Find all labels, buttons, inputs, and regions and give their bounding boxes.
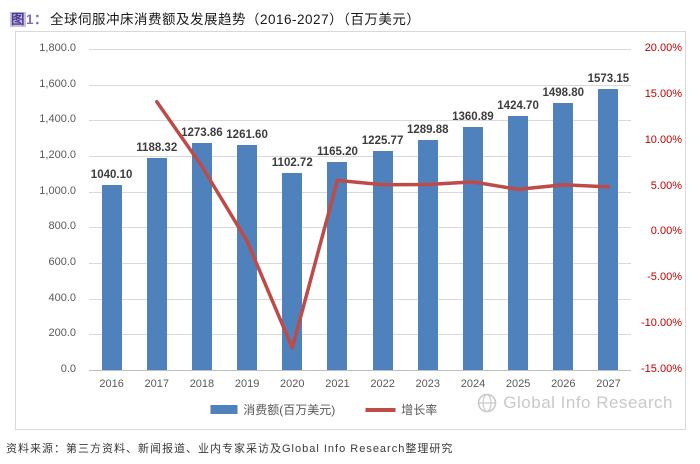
gridline xyxy=(89,156,631,157)
watermark-text: Global Info Research xyxy=(503,393,673,412)
consumption-bar xyxy=(462,127,483,370)
consumption-bar xyxy=(282,173,303,370)
gridline xyxy=(89,298,631,300)
x-axis-label: 2024 xyxy=(460,378,486,390)
bar-value-label: 1498.80 xyxy=(542,86,585,99)
bar-value-label: 1165.20 xyxy=(316,146,358,159)
y-axis-tick-label: 1,600.0 xyxy=(39,77,76,90)
consumption-bar xyxy=(598,89,619,370)
gridline xyxy=(89,49,631,50)
bar-value-label: 1273.86 xyxy=(181,126,223,139)
figure-tag: 图 xyxy=(10,12,26,27)
bar-value-label: 1261.60 xyxy=(226,129,268,142)
gridline xyxy=(89,227,631,229)
secondary-axis-tick-label: -5.00% xyxy=(647,271,682,284)
gridline xyxy=(89,263,631,264)
y-axis-tick-label: 200.0 xyxy=(48,327,76,340)
x-axis-label: 2025 xyxy=(505,378,531,390)
watermark: Global Info Research xyxy=(476,392,673,414)
x-axis: 2016 2017 2018 2019 2020 2021 2022 2023 2024 2025… xyxy=(89,378,631,390)
consumption-bar xyxy=(101,184,122,370)
gridline xyxy=(89,334,631,336)
legend-item: 增长率 xyxy=(365,401,437,418)
x-axis-label: 2018 xyxy=(189,378,215,390)
secondary-axis-tick-label: -15.00% xyxy=(641,363,682,375)
consumption-bar xyxy=(508,115,529,370)
consumption-bar xyxy=(417,139,438,370)
bar-value-label: 1102.72 xyxy=(271,157,313,170)
x-axis-label: 2023 xyxy=(415,378,441,390)
globe-icon xyxy=(477,393,497,413)
gridline xyxy=(89,191,631,193)
y-axis-tick-label: 1,800.0 xyxy=(39,42,76,54)
figure-title: 图1： 全球伺服冲床消费额及发展趋势（2016-2027）（百万美元） xyxy=(10,8,420,28)
x-axis-label: 2020 xyxy=(280,378,305,390)
left-axis: 1,800.0 1,600.0 1,400.0 1,200.0 1,000.0 800.0… xyxy=(18,42,82,375)
gridline xyxy=(89,120,631,122)
consumption-bar xyxy=(237,145,258,370)
consumption-bar xyxy=(372,151,393,370)
consumption-bar xyxy=(191,142,212,370)
x-axis-line xyxy=(89,370,631,371)
gridline xyxy=(89,84,631,86)
legend-bar-swatch xyxy=(210,405,238,414)
y-axis-tick-label: 1,000.0 xyxy=(39,184,76,197)
x-axis-label: 2019 xyxy=(234,378,260,390)
x-axis-label: 2027 xyxy=(596,378,621,390)
secondary-axis-tick-label: 5.00% xyxy=(650,179,682,192)
y-axis-tick-label: 800.0 xyxy=(48,220,76,233)
secondary-axis-tick-label: 20.00% xyxy=(644,42,682,54)
figure-title-text: 全球伺服冲床消费额及发展趋势（2016-2027）（百万美元） xyxy=(50,12,421,27)
bar-value-label: 1289.88 xyxy=(406,123,449,136)
bar-value-label: 1424.70 xyxy=(497,99,539,112)
secondary-axis-tick-label: 10.00% xyxy=(644,133,682,146)
x-axis-label: 2021 xyxy=(325,378,350,390)
bar-value-label: 1573.15 xyxy=(587,73,630,86)
source-note: 资料来源：第三方资料、新闻报道、业内专家采访及Global Info Resea… xyxy=(6,443,454,455)
bar-value-label: 1040.10 xyxy=(90,168,133,181)
legend-line-swatch xyxy=(365,407,396,412)
secondary-axis-tick-label: 0.00% xyxy=(650,225,682,238)
legend-label: 消费额(百万美元) xyxy=(243,403,336,417)
x-axis-label: 2026 xyxy=(551,378,576,390)
figure-number: 1： xyxy=(26,12,49,27)
x-axis-label: 2022 xyxy=(370,378,395,390)
x-axis-label: 2016 xyxy=(99,378,124,390)
legend-item: 消费额(百万美元) xyxy=(210,401,335,418)
bar-value-label: 1188.32 xyxy=(136,142,178,155)
right-axis: 20.00% 15.00% 10.00% 5.00% 0.00% -5.00% -10.00… xyxy=(629,42,682,375)
secondary-axis-tick-label: -10.00% xyxy=(641,317,682,330)
growth-rate-line xyxy=(155,99,611,350)
y-axis-tick-label: 400.0 xyxy=(48,291,76,304)
x-axis-label: 2017 xyxy=(144,378,169,390)
plot-area: 1040.10 1188.32 1273.86 1261.60 1102.72 1165.… xyxy=(89,49,631,371)
bar-value-label: 1360.89 xyxy=(452,111,494,124)
y-axis-tick-label: 0.0 xyxy=(60,363,76,375)
legend-label: 增长率 xyxy=(401,403,438,417)
y-axis-tick-label: 1,400.0 xyxy=(39,113,76,126)
secondary-axis-tick-label: 15.00% xyxy=(644,87,682,100)
consumption-bar xyxy=(146,158,167,370)
consumption-bar xyxy=(553,102,574,370)
y-axis-tick-label: 1,200.0 xyxy=(39,149,76,161)
y-axis-tick-label: 600.0 xyxy=(48,256,76,268)
chart-container: 1,800.0 1,600.0 1,400.0 1,200.0 1,000.0 800.0… xyxy=(15,31,686,430)
bar-value-label: 1225.77 xyxy=(361,135,404,148)
consumption-bar xyxy=(327,162,348,370)
chart-legend: 消费额(百万美元) 增长率 xyxy=(210,401,437,418)
